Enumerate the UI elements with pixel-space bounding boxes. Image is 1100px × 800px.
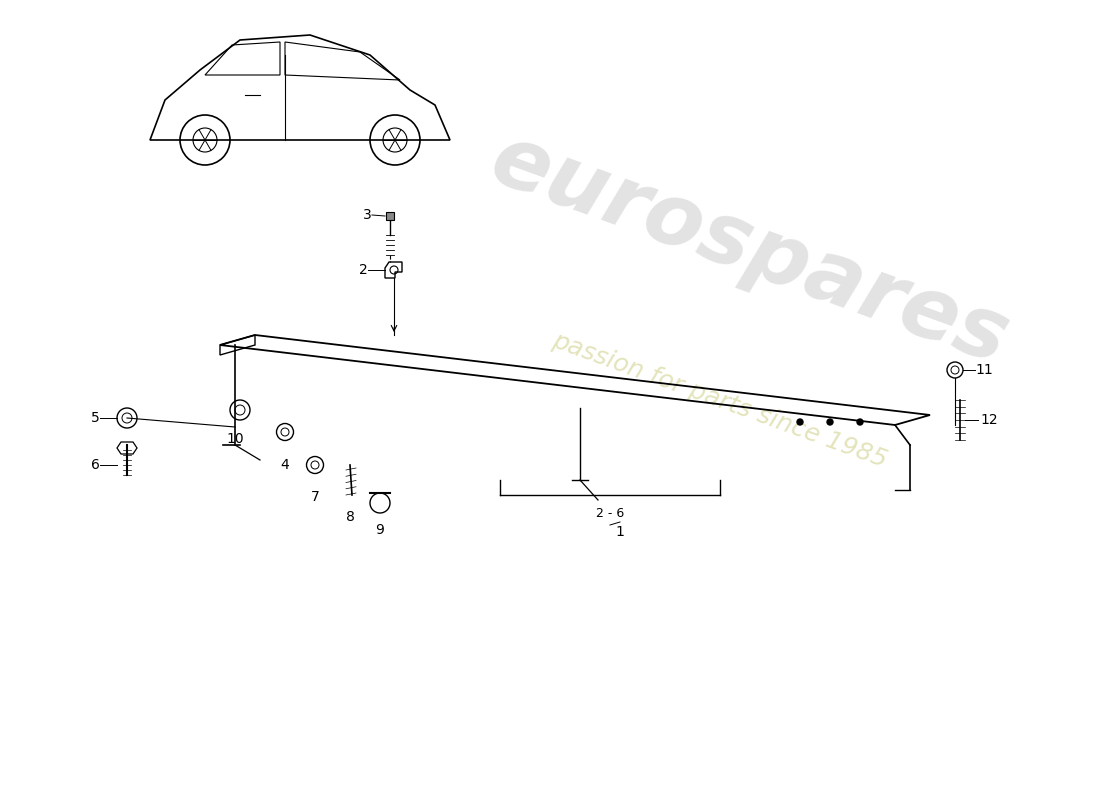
Circle shape [857, 419, 864, 425]
Text: 12: 12 [980, 413, 998, 427]
Text: 3: 3 [363, 208, 372, 222]
Text: 9: 9 [375, 523, 384, 537]
Text: 5: 5 [91, 411, 100, 425]
Text: 2 - 6: 2 - 6 [596, 507, 624, 520]
Text: passion for parts since 1985: passion for parts since 1985 [549, 328, 891, 472]
Text: 10: 10 [227, 432, 244, 446]
Text: 1: 1 [616, 525, 625, 539]
Circle shape [827, 419, 833, 425]
Text: 8: 8 [345, 510, 354, 524]
Text: 6: 6 [91, 458, 100, 472]
Text: 11: 11 [975, 363, 992, 377]
Text: 2: 2 [360, 263, 368, 277]
Circle shape [798, 419, 803, 425]
Polygon shape [386, 212, 394, 220]
Text: 4: 4 [280, 458, 289, 472]
Text: 7: 7 [310, 490, 319, 504]
Text: eurospares: eurospares [480, 118, 1020, 382]
